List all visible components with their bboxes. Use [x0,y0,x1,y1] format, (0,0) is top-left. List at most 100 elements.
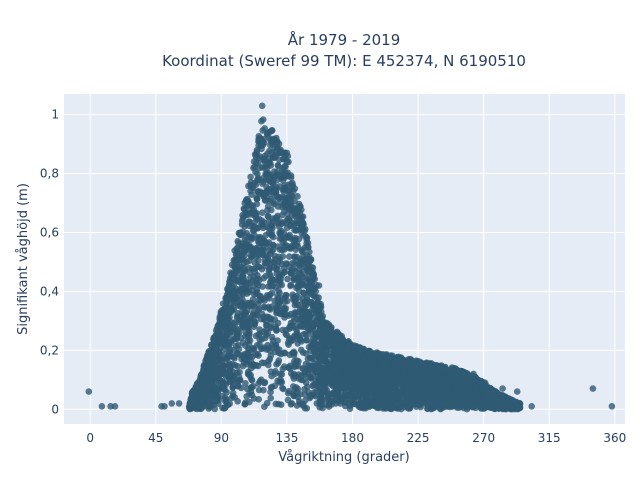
scatter-point [401,397,409,405]
scatter-point [366,391,374,399]
scatter-point [305,343,313,351]
scatter-point [265,313,272,321]
scatter-point [283,292,290,299]
scatter-point [287,310,295,318]
scatter-point [258,240,265,247]
scatter-point [448,377,455,385]
scatter-point [273,345,281,352]
scatter-point [258,117,265,125]
scatter-point [216,331,223,339]
scatter-point [265,213,272,220]
scatter-point [267,231,275,238]
scatter-point [244,243,251,250]
scatter-point [265,303,272,311]
scatter-point [358,383,365,391]
scatter-point [290,358,298,365]
scatter-point [276,379,283,386]
scatter-point [213,326,220,333]
scatter-point [255,305,263,313]
scatter-point [299,248,306,256]
scatter-point [278,227,285,235]
scatter-point [317,303,325,311]
scatter-point [211,405,219,413]
scatter-point [274,337,281,344]
scatter-point [241,223,249,230]
scatter-point [397,354,405,362]
scatter-point [267,137,274,144]
scatter-point [263,169,270,177]
scatter-point [293,300,300,307]
scatter-point [283,172,291,179]
scatter-point [277,401,285,409]
scatter-point [247,179,255,186]
scatter-point [385,394,392,402]
scatter-point [228,261,236,269]
scatter-point [249,296,257,303]
scatter-point [263,399,271,407]
scatter-point [308,264,315,271]
scatter-point [241,314,249,322]
scatter-point [453,373,461,380]
scatter-point [253,289,261,296]
scatter-point [305,367,312,374]
scatter-point [226,362,233,369]
scatter-point [284,389,292,397]
scatter-point [290,293,298,301]
scatter-point [315,375,322,383]
scatter-point [279,239,287,246]
scatter-point [355,402,363,409]
scatter-point [308,355,316,363]
scatter-point [335,357,342,365]
scatter-point [242,279,249,286]
scatter-point [322,338,330,346]
scatter-point [298,217,306,224]
scatter-point [213,385,220,392]
scatter-point [300,289,307,297]
scatter-point [259,224,267,232]
scatter-point [362,400,369,408]
scatter-point [299,310,307,318]
scatter-point [245,218,253,225]
scatter-point [295,235,303,243]
scatter-point [253,148,261,156]
scatter-point [231,319,238,326]
scatter-point [269,282,276,290]
scatter-point [234,312,241,320]
scatter-point [286,362,294,370]
scatter-point [211,340,218,348]
scatter-point [333,386,340,394]
scatter-point [328,356,336,364]
scatter-point [255,251,263,258]
scatter-point [305,288,313,295]
scatter-point [380,362,388,369]
scatter-point [253,200,261,208]
scatter-point [258,217,266,224]
scatter-point [289,179,296,187]
scatter-point [308,375,315,382]
scatter-point [222,398,229,405]
scatter-point [331,375,338,382]
scatter-point [284,210,291,218]
scatter-point [286,253,293,260]
scatter-point [420,374,427,382]
scatter-point [232,294,240,302]
scatter-point [268,333,276,341]
scatter-point [326,350,334,358]
scatter-point [303,282,310,290]
scatter-point [247,173,254,181]
scatter-point [294,283,302,291]
scatter-point [301,304,308,312]
scatter-point [245,340,253,348]
scatter-point [250,383,257,390]
scatter-point [225,285,232,293]
scatter-point [258,164,266,171]
scatter-point [273,326,281,334]
scatter-point [206,347,213,355]
scatter-point [259,209,266,216]
scatter-point [217,308,225,315]
scatter-point [274,295,281,302]
scatter-point [472,381,479,388]
scatter-point [298,278,306,286]
scatter-point [271,173,279,180]
